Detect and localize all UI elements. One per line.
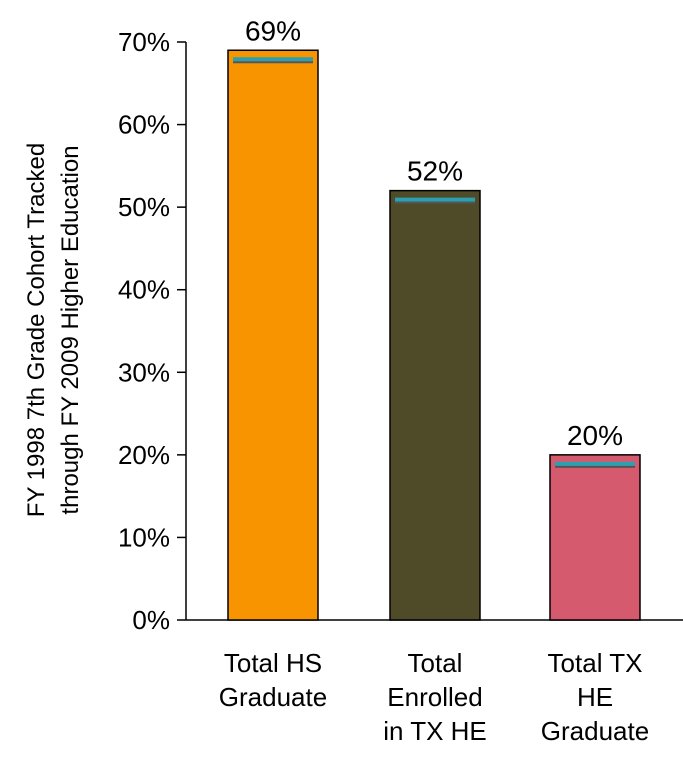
bar-marker-shadow xyxy=(233,61,313,64)
y-tick-label: 0% xyxy=(132,605,170,635)
data-label: 69% xyxy=(245,15,301,46)
bars: 69% 52% 20% xyxy=(227,15,641,621)
x-tick-label-line: Graduate xyxy=(541,716,649,746)
x-tick-label-line: Total TX xyxy=(548,648,643,678)
bar-marker xyxy=(395,197,475,202)
y-tick-label: 30% xyxy=(118,357,170,387)
bar xyxy=(389,189,481,621)
bar-marker xyxy=(233,57,313,62)
bar xyxy=(549,454,641,621)
y-tick-label: 70% xyxy=(118,27,170,57)
x-tick-label-line: in TX HE xyxy=(383,716,487,746)
y-axis-title: FY 1998 7th Grade Cohort Tracked through … xyxy=(23,143,84,517)
bar xyxy=(227,49,319,621)
x-tick-label-line: Graduate xyxy=(219,682,327,712)
y-tick-label: 60% xyxy=(118,110,170,140)
x-tick-label-line: Total HS xyxy=(224,648,322,678)
y-tick-label: 40% xyxy=(118,275,170,305)
y-axis-title-line: through FY 2009 Higher Education xyxy=(57,145,84,514)
y-axis-title-line: FY 1998 7th Grade Cohort Tracked xyxy=(23,143,50,517)
x-tick-label-line: HE xyxy=(577,682,613,712)
y-tick-label: 20% xyxy=(118,440,170,470)
bar-marker xyxy=(555,461,635,466)
x-tick-label: Total HS Graduate xyxy=(219,648,327,712)
y-tick-label: 50% xyxy=(118,192,170,222)
x-tick-label: Total Enrolled in TX HE xyxy=(383,648,487,746)
data-label: 20% xyxy=(567,420,623,451)
y-tick-label: 10% xyxy=(118,522,170,552)
bar-marker-shadow xyxy=(395,201,475,204)
x-tick-label: Total TX HE Graduate xyxy=(541,648,649,746)
data-label: 52% xyxy=(407,156,463,187)
y-axis-label: FY 1998 7th Grade Cohort Tracked through … xyxy=(23,143,84,517)
x-tick-label-line: Total xyxy=(408,648,463,678)
bar-marker-shadow xyxy=(555,465,635,468)
x-tick-label-line: Enrolled xyxy=(387,682,482,712)
y-ticks: 0% 10% 20% 30% 40% 50% 60% 70% xyxy=(118,27,186,635)
